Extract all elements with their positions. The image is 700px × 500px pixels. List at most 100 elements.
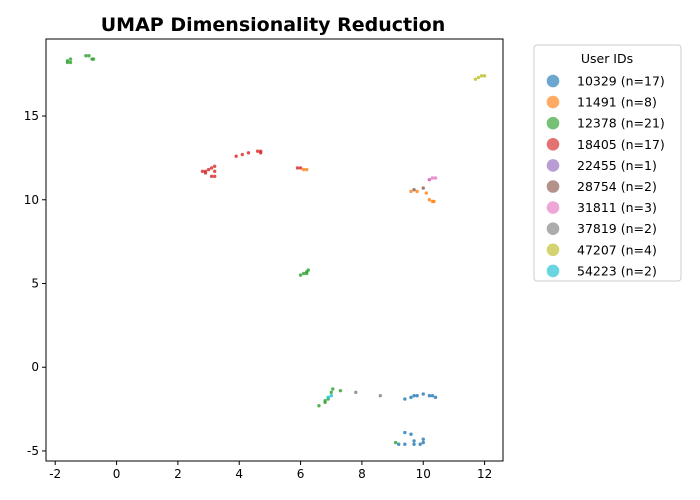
legend-marker	[546, 116, 560, 130]
data-point	[427, 393, 432, 398]
legend-marker	[546, 264, 560, 278]
legend-label: 11491 (n=8)	[577, 95, 657, 110]
series-0	[397, 392, 438, 446]
legend-marker	[546, 222, 560, 235]
legend-title: User IDs	[581, 51, 633, 66]
data-point	[409, 395, 413, 400]
data-point	[206, 167, 211, 172]
data-point	[212, 169, 217, 173]
legend-marker	[546, 201, 560, 214]
data-point	[393, 440, 398, 445]
data-point	[403, 397, 407, 401]
x-tick-label: 2	[174, 467, 182, 481]
data-point	[432, 199, 436, 204]
legend-marker	[546, 243, 560, 257]
legend-frame	[533, 44, 682, 282]
data-point	[397, 442, 401, 446]
x-tick-label: 6	[297, 467, 305, 481]
chart-title: UMAP Dimensionality Reduction	[101, 14, 446, 36]
series-2	[65, 54, 398, 445]
data-point	[200, 169, 205, 173]
data-point	[305, 167, 309, 172]
legend-item: 22455 (n=1)	[546, 158, 657, 173]
data-point	[412, 442, 416, 446]
data-point	[87, 54, 91, 58]
data-point	[430, 393, 435, 398]
x-tick-label: 8	[358, 467, 366, 481]
y-tick-label: -5	[27, 444, 39, 458]
data-point	[301, 271, 306, 276]
x-tick-label: 12	[477, 467, 492, 481]
series-1	[301, 167, 436, 204]
legend-label: 18405 (n=17)	[577, 137, 665, 152]
x-tick-label: -2	[49, 467, 61, 481]
data-point	[415, 189, 419, 194]
legend-label: 37819 (n=2)	[577, 221, 657, 236]
data-point	[234, 154, 238, 158]
legend-item: 37819 (n=2)	[546, 221, 657, 236]
data-point	[65, 60, 70, 65]
data-point	[212, 174, 217, 179]
data-point	[421, 392, 425, 396]
legend-item: 31811 (n=3)	[546, 200, 657, 215]
legend-item: 10329 (n=17)	[546, 74, 665, 89]
legend-item: 28754 (n=2)	[546, 179, 657, 194]
data-point	[433, 395, 438, 400]
x-tick-label: 4	[235, 467, 243, 481]
legend-item: 18405 (n=17)	[546, 137, 665, 152]
data-point	[421, 186, 425, 190]
data-point	[409, 432, 413, 436]
data-point	[203, 171, 208, 175]
data-point	[91, 57, 96, 61]
series-7	[354, 390, 383, 398]
data-point	[473, 77, 478, 81]
x-tick-label: 10	[416, 467, 431, 481]
data-point	[427, 198, 432, 202]
data-point	[329, 393, 333, 398]
data-point	[295, 166, 300, 170]
series-5	[412, 186, 425, 192]
data-point	[84, 54, 88, 58]
data-point	[415, 393, 419, 398]
series-9	[326, 393, 333, 400]
legend-label: 22455 (n=1)	[577, 158, 657, 173]
legend-label: 28754 (n=2)	[577, 179, 657, 194]
series-8	[473, 74, 487, 81]
y-tick-label: 10	[24, 193, 39, 207]
y-tick-label: 15	[24, 109, 39, 123]
data-point	[255, 149, 260, 153]
data-point	[424, 191, 429, 195]
data-point	[476, 75, 481, 80]
y-tick-label: 5	[31, 276, 39, 290]
legend-item: 11491 (n=8)	[546, 95, 657, 110]
x-tick-label: 0	[113, 467, 121, 481]
data-point	[418, 442, 422, 446]
legend-label: 54223 (n=2)	[577, 263, 657, 278]
data-point	[323, 399, 327, 403]
points-layer	[65, 54, 487, 446]
data-point	[338, 388, 343, 393]
data-point	[378, 393, 383, 398]
data-point	[326, 395, 330, 400]
y-tick-label: 0	[31, 360, 39, 374]
data-point	[209, 166, 214, 170]
series-3	[200, 149, 303, 179]
data-point	[412, 439, 416, 443]
data-point	[317, 404, 321, 408]
legend-item: 12378 (n=21)	[546, 116, 665, 131]
data-point	[433, 176, 438, 180]
legend-label: 31811 (n=3)	[577, 200, 657, 215]
data-point	[209, 174, 214, 179]
data-point	[427, 177, 432, 182]
data-point	[354, 390, 358, 395]
data-point	[240, 152, 244, 157]
data-point	[68, 57, 73, 61]
data-point	[403, 430, 407, 435]
data-point	[68, 60, 73, 65]
data-point	[329, 390, 333, 395]
data-point	[306, 268, 310, 272]
data-point	[482, 74, 487, 78]
data-point	[298, 273, 303, 277]
plot-frame	[45, 38, 504, 462]
